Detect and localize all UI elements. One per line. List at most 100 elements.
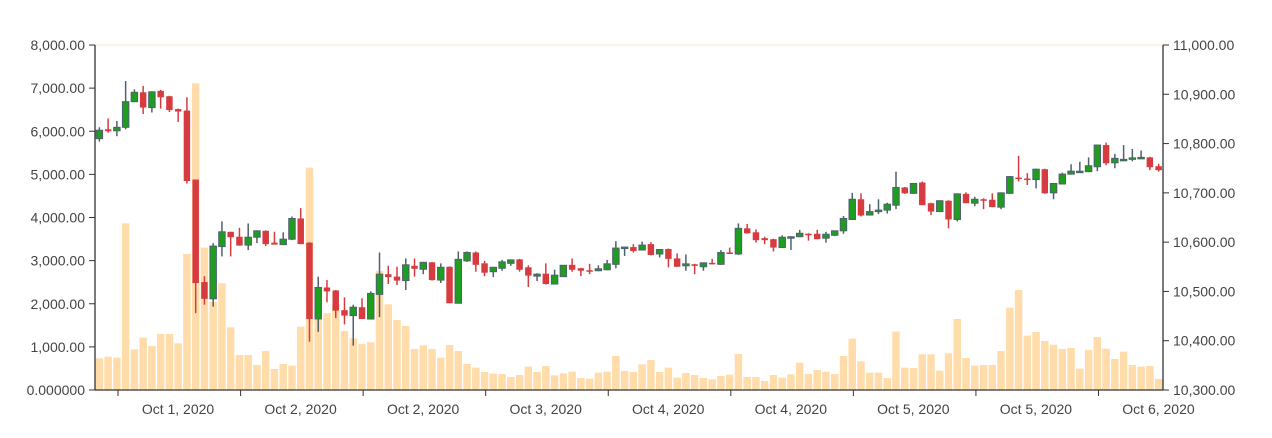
candle-body <box>805 233 812 236</box>
x-axis-tick-label: Oct 5, 2020 <box>877 401 950 417</box>
candle <box>892 171 900 210</box>
volume-bar <box>148 346 156 390</box>
volume-bar <box>314 320 322 390</box>
volume-bar <box>507 377 515 390</box>
candle-body <box>936 200 944 213</box>
candle <box>411 258 418 277</box>
candle-body <box>734 227 743 255</box>
volume-bar <box>743 377 751 390</box>
volume-bar <box>165 333 174 390</box>
candle <box>297 208 304 245</box>
candle-body <box>1049 182 1058 194</box>
volume-bar <box>848 338 856 390</box>
candle <box>971 196 979 207</box>
candle <box>594 265 603 272</box>
candle-body <box>839 217 848 232</box>
volume-bar <box>200 247 209 390</box>
volume-bar <box>454 351 463 390</box>
candle-body <box>1041 169 1049 194</box>
axes: 0.000000 1,000.00 2,000.00 3,000.00 4,000.00… <box>27 37 1236 417</box>
candle <box>857 193 865 217</box>
volume-bar <box>542 365 550 390</box>
volume-bars <box>95 83 1163 391</box>
candle <box>236 227 243 246</box>
candle-body <box>148 91 156 109</box>
volume-bar <box>1128 364 1137 390</box>
candle-body <box>577 268 585 271</box>
candle <box>734 223 743 255</box>
x-axis-tick-label: Oct 2, 2020 <box>387 401 460 417</box>
volume-bar <box>296 326 305 390</box>
candle <box>148 91 156 113</box>
candle-body <box>962 193 970 204</box>
volume-bar <box>813 369 821 390</box>
candle <box>665 248 672 268</box>
candle <box>349 304 357 346</box>
volume-bar <box>725 374 734 390</box>
candle-body <box>236 236 243 246</box>
candle-body <box>262 230 269 245</box>
candle-body <box>209 245 217 300</box>
left-axis-tick-label: 6,000.00 <box>31 123 86 139</box>
right-axis-tick-label: 10,300.00 <box>1173 382 1235 398</box>
volume-bar <box>332 305 340 390</box>
volume-bar <box>367 342 375 390</box>
volume-bar <box>113 357 121 390</box>
candle <box>586 263 593 275</box>
candle-body <box>691 264 698 266</box>
candle-body <box>1076 170 1084 174</box>
candle-body <box>778 236 786 249</box>
candle <box>909 182 918 194</box>
candle-body <box>121 101 130 128</box>
volume-bar <box>183 253 191 390</box>
candle-body <box>1093 144 1102 168</box>
volume-bar <box>515 374 524 390</box>
volume-bar <box>437 357 445 390</box>
volume-bar <box>340 331 349 390</box>
candle <box>577 267 585 277</box>
candle <box>980 198 987 210</box>
candle <box>1102 142 1110 166</box>
volume-bar <box>323 313 331 390</box>
volume-bar <box>445 344 454 390</box>
volume-bar <box>428 348 436 390</box>
candle-body <box>568 264 576 270</box>
candle-body <box>157 90 164 98</box>
candle <box>428 261 436 281</box>
volume-bar <box>489 373 498 390</box>
volume-bar <box>402 326 410 390</box>
right-axis-tick-label: 10,600.00 <box>1173 234 1235 250</box>
candle-body <box>892 186 900 206</box>
candle-body <box>1084 165 1093 173</box>
x-axis-tick-label: Oct 1, 2020 <box>142 401 215 417</box>
candle-body <box>909 182 918 194</box>
candle <box>761 236 768 245</box>
candle <box>341 297 348 325</box>
candle-body <box>795 232 804 238</box>
volume-bar <box>953 319 962 390</box>
candle-body <box>472 252 480 265</box>
candle <box>708 258 716 265</box>
volume-bar <box>1119 351 1128 390</box>
candle-body <box>1128 157 1137 160</box>
volume-bar <box>708 379 716 390</box>
volume-bar <box>857 361 865 390</box>
volume-bar <box>1111 358 1119 390</box>
candle-body <box>446 266 453 304</box>
right-axis-tick-label: 10,700.00 <box>1173 185 1235 201</box>
volume-bar <box>752 377 760 390</box>
candle-body <box>822 233 830 239</box>
candle <box>927 202 935 216</box>
candle <box>402 258 410 290</box>
volume-bar <box>524 366 533 390</box>
candle <box>805 233 812 241</box>
candle-body <box>481 263 488 273</box>
candle <box>183 97 191 184</box>
candle <box>525 265 532 287</box>
candle <box>489 266 498 278</box>
candle <box>314 276 322 332</box>
volume-bar <box>244 354 252 390</box>
candle-body <box>1067 170 1075 175</box>
candle <box>839 216 848 234</box>
